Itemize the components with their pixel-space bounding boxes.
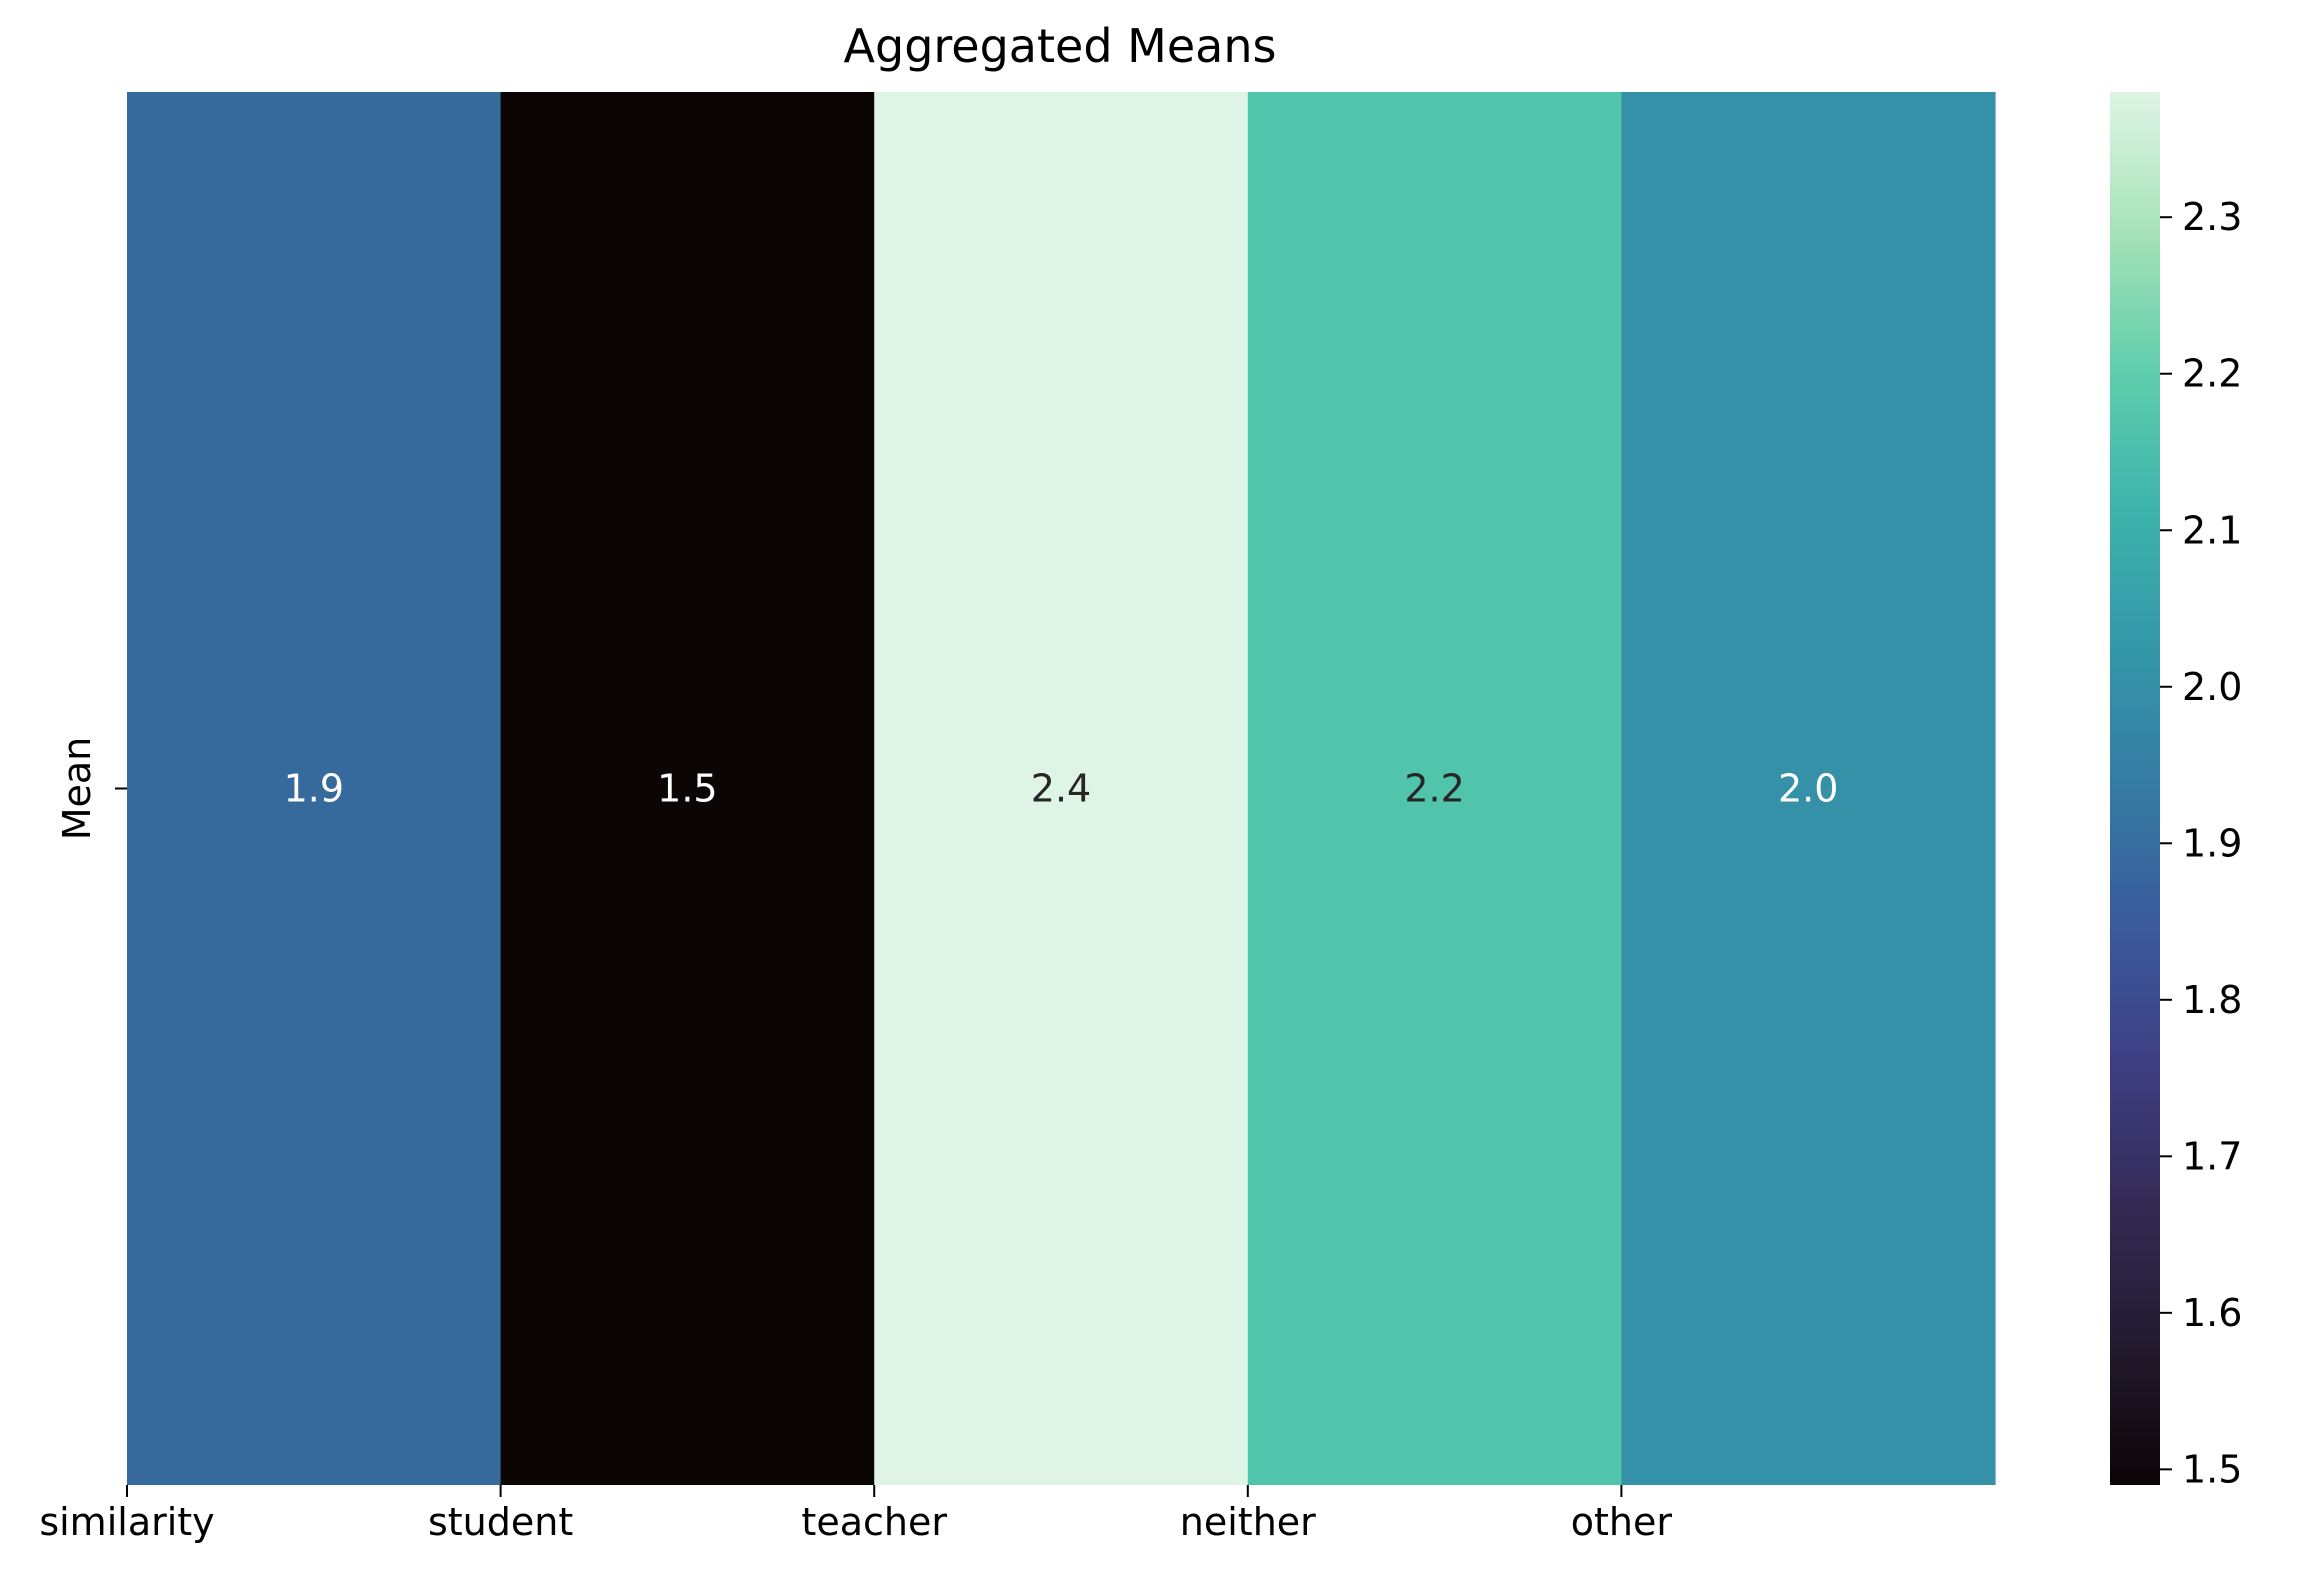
y-axis: Mean bbox=[55, 737, 127, 841]
colorbar: 1.5 1.6 1.7 1.8 1.9 2.0 2.1 2.2 2.3 bbox=[2110, 92, 2242, 1491]
heatmap-cell-student bbox=[500, 92, 875, 1485]
colorbar-tick-label: 2.1 bbox=[2182, 508, 2242, 552]
heatmap-cell-other bbox=[1621, 92, 1996, 1485]
colorbar-tick-label: 1.7 bbox=[2182, 1134, 2242, 1178]
colorbar-tick-label: 2.0 bbox=[2182, 665, 2242, 709]
colorbar-tick-label: 1.9 bbox=[2182, 821, 2242, 865]
cell-annotations: 1.9 1.5 2.4 2.2 2.0 bbox=[284, 767, 1839, 811]
cell-annotation-teacher: 2.4 bbox=[1031, 767, 1091, 811]
cell-annotation-neither: 2.2 bbox=[1404, 767, 1464, 811]
colorbar-tick-label: 2.2 bbox=[2182, 352, 2242, 396]
y-tick-label-Mean: Mean bbox=[55, 737, 99, 841]
x-axis: similarity student teacher neither other bbox=[39, 1485, 1672, 1544]
heatmap-cell-neither bbox=[1247, 92, 1622, 1485]
x-tick-label-student: student bbox=[428, 1500, 573, 1544]
x-tick-label-neither: neither bbox=[1180, 1500, 1316, 1544]
colorbar-tick-label: 1.8 bbox=[2182, 978, 2242, 1022]
chart-title: Aggregated Means bbox=[844, 19, 1277, 73]
colorbar-tick-label: 2.3 bbox=[2182, 195, 2242, 239]
x-tick-label-teacher: teacher bbox=[801, 1500, 947, 1544]
cell-annotation-student: 1.5 bbox=[657, 767, 717, 811]
colorbar-tick-label: 1.6 bbox=[2182, 1291, 2242, 1335]
colorbar-gradient bbox=[2110, 92, 2160, 1485]
cell-annotation-similarity: 1.9 bbox=[284, 767, 344, 811]
x-tick-label-similarity: similarity bbox=[39, 1500, 214, 1544]
colorbar-ticks: 1.5 1.6 1.7 1.8 1.9 2.0 2.1 2.2 2.3 bbox=[2160, 195, 2242, 1491]
x-tick-label-other: other bbox=[1571, 1500, 1673, 1544]
heatmap-cell-similarity bbox=[127, 92, 502, 1485]
cell-annotation-other: 2.0 bbox=[1778, 767, 1838, 811]
heatmap-cell-teacher bbox=[874, 92, 1249, 1485]
heatmap-cells bbox=[127, 92, 1996, 1485]
colorbar-tick-label: 1.5 bbox=[2182, 1447, 2242, 1491]
